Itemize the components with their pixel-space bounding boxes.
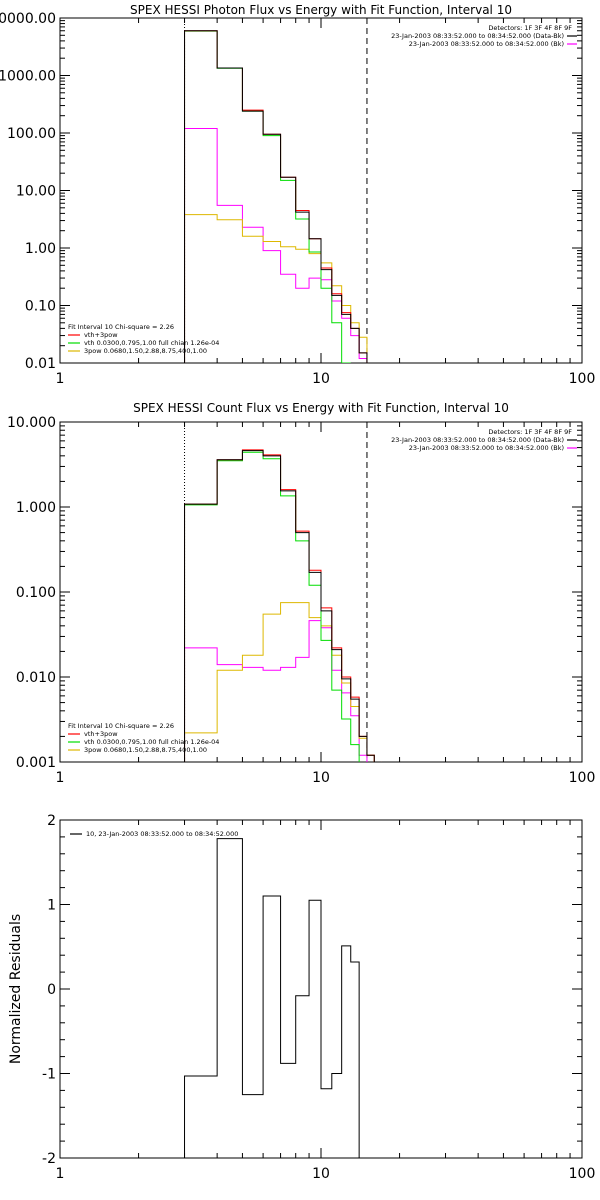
plot-frame (59, 17, 583, 364)
chart-title: SPEX HESSI Photon Flux vs Energy with Fi… (130, 3, 512, 17)
photon-flux-panel: SPEX HESSI Photon Flux vs Energy with Fi… (0, 3, 595, 387)
y-tick-label: 2 (47, 813, 56, 829)
y-axis-label: Normalized Residuals (8, 914, 24, 1064)
x-tick-label: 100 (569, 1166, 596, 1182)
series-vth (184, 30, 351, 363)
legend-entry: vth+3pow (84, 730, 118, 738)
legend-entry: 23-Jan-2003 08:33:52.000 to 08:34:52.000… (391, 32, 564, 40)
x-tick-label: 1 (56, 770, 65, 786)
x-tick-label: 100 (569, 371, 596, 387)
legend-entry: vth 0.0300,0.795,1.00 full chian 1.26e-0… (84, 738, 219, 746)
y-tick-label: 0 (47, 982, 56, 998)
series-bk (184, 127, 368, 363)
x-tick-label: 1 (56, 1166, 65, 1182)
legend-entry: 23-Jan-2003 08:33:52.000 to 08:34:52.000… (391, 436, 564, 444)
x-tick-label: 10 (312, 770, 330, 786)
y-tick-label: 1.000 (16, 500, 56, 516)
series-data-bk (184, 450, 382, 762)
legend-entry: vth 0.0300,0.795,1.00 full chian 1.26e-0… (84, 339, 219, 347)
y-tick-label: -2 (42, 1151, 56, 1167)
y-tick-label: 1000.00 (0, 69, 56, 85)
series-data-bk (184, 30, 368, 363)
y-tick-label: 1.00 (25, 241, 56, 257)
legend-entry: 23-Jan-2003 08:33:52.000 to 08:34:52.000… (409, 40, 564, 48)
legend-entry: Detectors: 1F 3F 4F 8F 9F (488, 428, 572, 436)
y-tick-label: -1 (42, 1067, 56, 1083)
legend-entry: Detectors: 1F 3F 4F 8F 9F (488, 24, 572, 32)
legend-entry: Fit Interval 10 Chi-square = 2.26 (68, 722, 174, 730)
legend-entry: 3pow 0.0680,1.50,2.88,8.75,400,1.00 (84, 347, 207, 355)
y-tick-label: 0.001 (16, 755, 56, 771)
y-tick-label: 10.00 (16, 184, 56, 200)
y-tick-label: 10000.00 (0, 11, 56, 27)
series-vth-3pow (184, 30, 368, 363)
y-tick-label: 1 (47, 898, 56, 914)
series-10-23-jan-2003-08-33-52-000-to-08-34-52-000 (184, 838, 360, 1158)
x-tick-label: 100 (569, 770, 596, 786)
x-tick-label: 10 (312, 371, 330, 387)
series-vth-3pow (184, 449, 382, 762)
y-tick-label: 10.000 (7, 415, 56, 431)
legend-entry: 23-Jan-2003 08:33:52.000 to 08:34:52.000… (409, 444, 564, 452)
residuals-panel: 1 10 100 -2 -1 0 1 2 Normalized Residuals 10, 23-… (8, 813, 595, 1182)
y-tick-label: 100.00 (7, 126, 56, 142)
chart-title: SPEX HESSI Count Flux vs Energy with Fit… (133, 401, 509, 415)
x-tick-label: 10 (312, 1166, 330, 1182)
y-tick-label: 0.10 (25, 299, 56, 315)
legend-entry: Fit Interval 10 Chi-square = 2.26 (68, 323, 174, 331)
legend-entry: 10, 23-Jan-2003 08:33:52.000 to 08:34:52… (86, 830, 238, 838)
y-tick-label: 0.01 (25, 356, 56, 372)
legend-entry: 3pow 0.0680,1.50,2.88,8.75,400,1.00 (84, 746, 207, 754)
count-flux-panel: SPEX HESSI Count Flux vs Energy with Fit… (7, 401, 595, 786)
series-vth (184, 451, 360, 762)
y-tick-label: 0.100 (16, 585, 56, 601)
legend-entry: vth+3pow (84, 331, 118, 339)
y-tick-label: 0.010 (16, 670, 56, 686)
x-tick-label: 1 (56, 371, 65, 387)
